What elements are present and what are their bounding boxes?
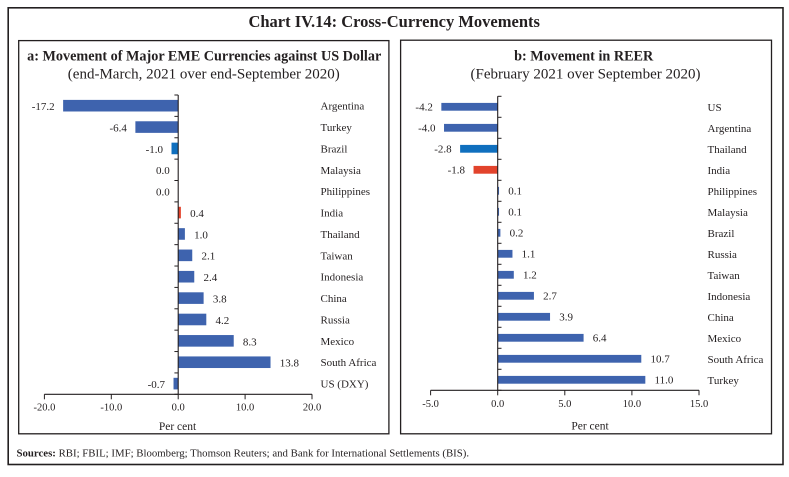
svg-text:Turkey: Turkey (708, 375, 740, 387)
svg-text:-4.0: -4.0 (418, 123, 436, 135)
svg-text:India: India (708, 165, 731, 177)
svg-text:Turkey: Turkey (321, 122, 353, 134)
svg-text:10.7: 10.7 (650, 354, 670, 366)
svg-text:India: India (321, 208, 344, 220)
svg-text:2.7: 2.7 (543, 291, 557, 303)
svg-text:-5.0: -5.0 (422, 399, 439, 410)
svg-text:0.0: 0.0 (156, 165, 170, 177)
svg-text:2.1: 2.1 (201, 251, 215, 263)
svg-text:b: Movement in REER: b: Movement in REER (514, 49, 654, 65)
svg-text:6.4: 6.4 (593, 333, 607, 345)
svg-text:8.3: 8.3 (243, 336, 257, 348)
svg-text:Argentina: Argentina (321, 101, 365, 113)
svg-text:5.0: 5.0 (558, 399, 571, 410)
svg-text:Brazil: Brazil (321, 143, 348, 155)
svg-text:-0.7: -0.7 (148, 379, 166, 391)
svg-text:Mexico: Mexico (708, 333, 742, 345)
svg-text:(February 2021 over September: (February 2021 over September 2020) (471, 66, 701, 82)
svg-text:0.1: 0.1 (508, 207, 522, 219)
svg-text:0.4: 0.4 (190, 208, 204, 220)
svg-text:South Africa: South Africa (321, 357, 377, 369)
svg-text:1.1: 1.1 (522, 249, 536, 261)
svg-text:0.1: 0.1 (508, 186, 522, 198)
svg-text:Philippines: Philippines (321, 186, 371, 198)
svg-text:0.2: 0.2 (510, 228, 524, 240)
svg-text:20.0: 20.0 (303, 403, 321, 414)
svg-text:(end-March, 2021 over end-Sept: (end-March, 2021 over end-September 2020… (68, 66, 340, 82)
svg-text:Sources: RBI; FBIL; IMF; Bloom: Sources: RBI; FBIL; IMF; Bloomberg; Thom… (17, 447, 470, 459)
svg-text:Per cent: Per cent (159, 421, 197, 433)
svg-text:US (DXY): US (DXY) (321, 379, 369, 391)
svg-text:1.0: 1.0 (194, 229, 208, 241)
svg-text:3.8: 3.8 (213, 294, 227, 306)
svg-text:-2.8: -2.8 (434, 144, 452, 156)
svg-text:Indonesia: Indonesia (708, 291, 751, 303)
svg-text:10.0: 10.0 (236, 403, 254, 414)
svg-text:-17.2: -17.2 (32, 101, 55, 113)
svg-text:Taiwan: Taiwan (708, 270, 741, 282)
svg-text:Philippines: Philippines (708, 186, 758, 198)
svg-text:Chart IV.14: Cross-Currency Mo: Chart IV.14: Cross-Currency Movements (248, 12, 540, 31)
svg-text:China: China (321, 293, 347, 305)
svg-text:Per cent: Per cent (571, 421, 609, 433)
svg-text:-10.0: -10.0 (100, 403, 122, 414)
svg-text:a: Movement of Major EME Curre: a: Movement of Major EME Currencies agai… (27, 49, 381, 65)
svg-text:1.2: 1.2 (523, 270, 537, 282)
svg-text:-4.2: -4.2 (415, 102, 432, 114)
svg-text:Thailand: Thailand (708, 144, 748, 156)
svg-text:Malaysia: Malaysia (708, 207, 748, 219)
svg-text:Brazil: Brazil (708, 228, 735, 240)
svg-text:-6.4: -6.4 (109, 122, 127, 134)
svg-text:4.2: 4.2 (216, 315, 230, 327)
svg-text:US: US (708, 102, 722, 114)
svg-text:0.0: 0.0 (172, 403, 185, 414)
svg-text:10.0: 10.0 (623, 399, 641, 410)
svg-text:Taiwan: Taiwan (321, 250, 354, 262)
svg-text:0.0: 0.0 (156, 187, 170, 199)
svg-text:China: China (708, 312, 734, 324)
svg-text:-20.0: -20.0 (33, 403, 55, 414)
svg-text:Malaysia: Malaysia (321, 165, 361, 177)
svg-text:Argentina: Argentina (708, 123, 752, 135)
svg-text:South Africa: South Africa (708, 354, 764, 366)
svg-text:13.8: 13.8 (280, 358, 300, 370)
svg-text:Mexico: Mexico (321, 336, 355, 348)
svg-text:-1.0: -1.0 (146, 144, 164, 156)
svg-text:2.4: 2.4 (203, 272, 217, 284)
svg-text:Russia: Russia (321, 314, 350, 326)
svg-text:11.0: 11.0 (655, 375, 674, 387)
svg-text:Thailand: Thailand (321, 229, 361, 241)
svg-text:-1.8: -1.8 (448, 165, 466, 177)
svg-text:15.0: 15.0 (690, 399, 708, 410)
svg-text:Indonesia: Indonesia (321, 272, 364, 284)
svg-text:Russia: Russia (708, 249, 737, 261)
svg-text:3.9: 3.9 (559, 312, 573, 324)
svg-text:0.0: 0.0 (491, 399, 504, 410)
